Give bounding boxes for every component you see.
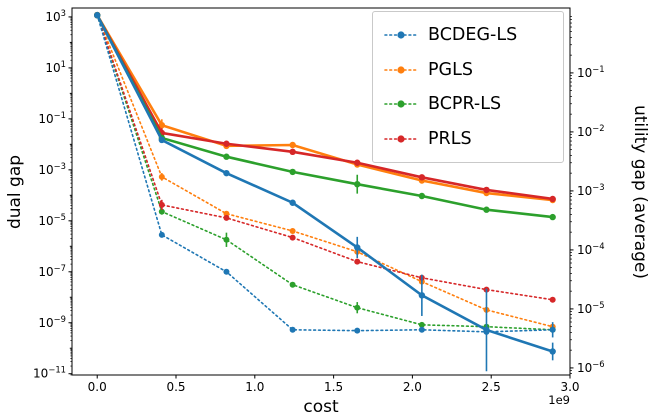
data-point-marker [354, 159, 361, 166]
data-point-marker [223, 140, 230, 147]
data-point-marker [354, 258, 361, 265]
legend-entry-label: PGLS [428, 59, 473, 80]
data-point-marker [549, 348, 556, 355]
x-tick-label: 0.0 [88, 380, 107, 394]
y-left-tick-label: 10−9 [38, 314, 66, 330]
x-tick-label: 0.5 [166, 380, 185, 394]
legend-entry-label: BCDEG-LS [428, 25, 518, 46]
data-point-marker [223, 169, 230, 177]
data-point-marker [418, 326, 425, 333]
data-point-marker [289, 148, 296, 156]
y-left-tick-label: 10−1 [38, 110, 66, 126]
y-right-tick-label: 10−4 [577, 241, 605, 257]
data-point-marker [354, 304, 361, 311]
right-y-axis-label: utility gap (average) [630, 104, 650, 280]
series-BCDEG-LS-solid [94, 12, 556, 372]
series-line [96, 14, 554, 333]
y-right-tick-label: 10−6 [577, 359, 605, 375]
y-left-tick-label: 10−11 [33, 365, 66, 381]
series-line [96, 14, 553, 201]
legend-entry-bcdeg-ls: BCDEG-LS [383, 18, 553, 52]
data-point-marker [158, 201, 165, 208]
data-point-marker [483, 186, 490, 194]
y-left-tick-label: 103 [45, 8, 66, 24]
data-point-marker [289, 227, 296, 234]
data-point-marker [289, 281, 296, 288]
data-point-marker [289, 326, 296, 333]
series-line [96, 14, 553, 202]
left-y-axis-label: dual gap [5, 154, 25, 230]
series-line [96, 14, 554, 328]
data-point-marker [549, 326, 556, 333]
legend-entry-prls: PRLS [383, 122, 553, 156]
data-point-marker [483, 326, 490, 334]
legend-sample-line [384, 66, 418, 74]
data-point-marker [354, 327, 361, 334]
y-left-tick-label: 101 [45, 59, 66, 75]
data-point-marker [418, 292, 426, 299]
y-left-tick-label: 10−7 [38, 263, 66, 279]
data-point-marker [289, 168, 296, 176]
x-tick-label: 2.0 [403, 380, 422, 394]
y-left-tick-label: 10−5 [38, 212, 66, 228]
series-line [96, 14, 553, 219]
legend-entry-bcpr-ls: BCPR-LS [383, 87, 553, 121]
x-tick-label: 1.0 [245, 380, 264, 394]
data-point-marker [418, 192, 426, 200]
data-point-marker [223, 236, 230, 243]
data-point-marker [549, 213, 556, 221]
data-point-marker [289, 234, 296, 241]
legend-entry-label: PRLS [428, 128, 472, 149]
x-axis-offset-label: 1e9 [548, 393, 570, 407]
plot-frame [71, 7, 571, 376]
series-line [96, 14, 554, 331]
x-tick-label: 2.5 [482, 380, 501, 394]
data-point-marker [223, 210, 230, 217]
data-point-marker [158, 173, 165, 180]
y-left-tick-label: 10−3 [38, 161, 66, 177]
data-point-marker [289, 199, 296, 206]
data-point-marker [418, 321, 425, 328]
y-right-tick-label: 10−1 [577, 64, 605, 80]
data-point-marker [158, 208, 165, 215]
series-line [96, 14, 554, 353]
legend-sample-line [384, 100, 418, 108]
data-point-marker [418, 174, 426, 181]
legend-entry-label: BCPR-LS [428, 94, 502, 115]
x-axis-label: cost [303, 397, 339, 417]
legend-sample-line [384, 135, 418, 143]
data-point-marker [223, 153, 230, 160]
legend: BCDEG-LS PGLS BCPR-LS PRLS [372, 11, 564, 163]
data-point-marker [158, 136, 166, 144]
y-right-tick-label: 10−5 [577, 300, 605, 316]
data-point-marker [158, 231, 165, 238]
data-point-marker [549, 195, 556, 203]
data-point-marker [223, 268, 230, 275]
y-right-tick-label: 10−2 [577, 123, 605, 139]
data-point-marker [354, 244, 361, 251]
data-point-marker [223, 214, 230, 221]
legend-entry-pgls: PGLS [383, 53, 553, 87]
data-point-marker [549, 296, 556, 303]
y-right-tick-label: 10−3 [577, 182, 605, 198]
data-point-marker [94, 12, 101, 19]
x-tick-label: 3.0 [560, 380, 579, 394]
legend-sample-line [384, 31, 418, 39]
series-line [96, 14, 554, 301]
x-tick-label: 1.5 [324, 380, 343, 394]
data-point-marker [354, 180, 361, 188]
data-point-marker [158, 121, 166, 129]
data-point-marker [483, 206, 490, 213]
data-point-marker [289, 141, 296, 149]
